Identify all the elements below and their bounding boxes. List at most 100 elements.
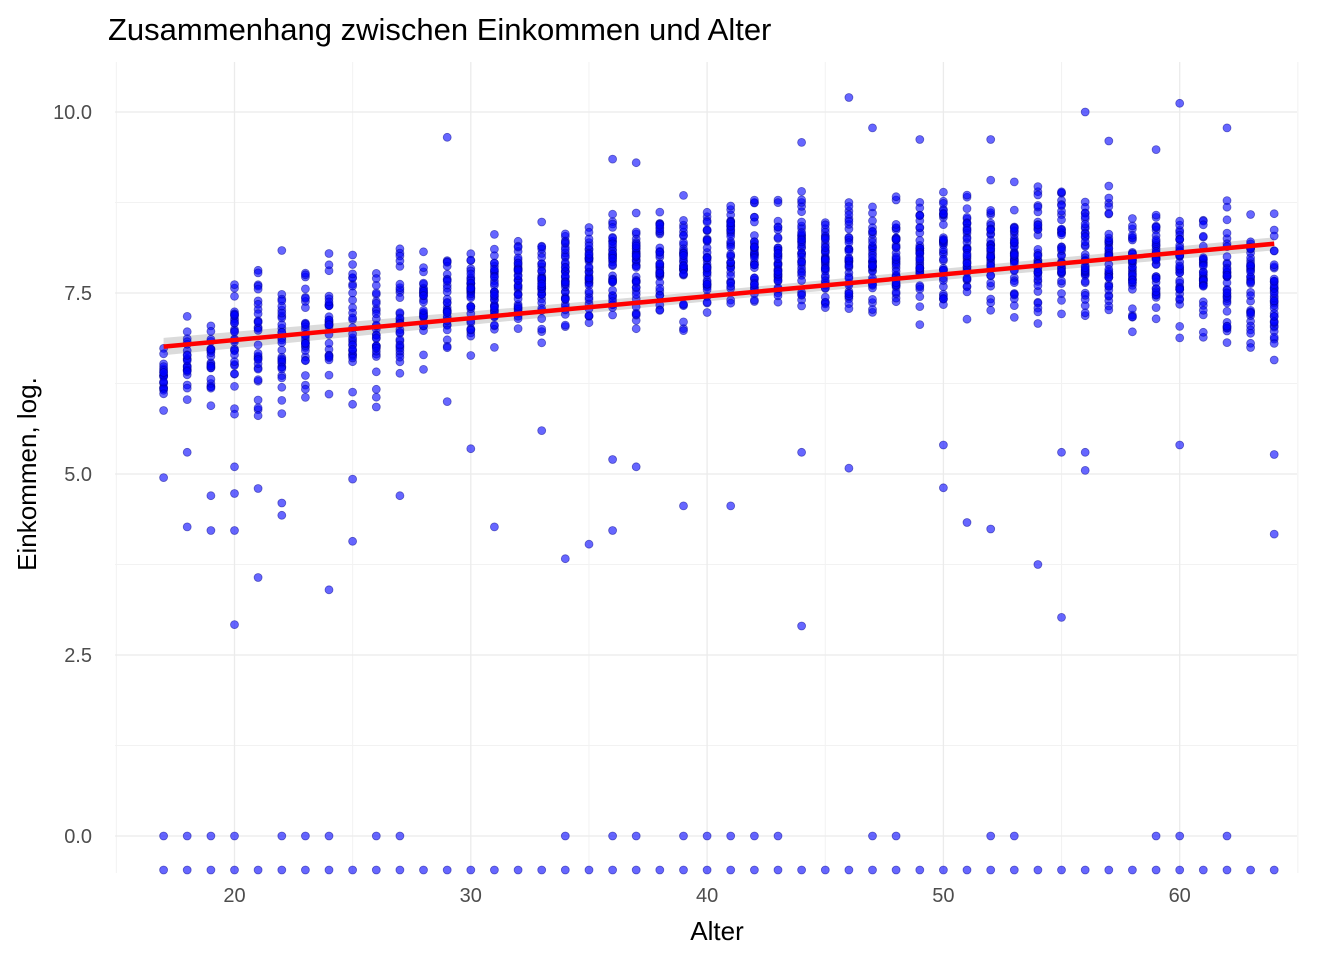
data-point <box>1246 328 1255 338</box>
data-point <box>631 250 641 260</box>
data-point <box>986 270 996 280</box>
data-point <box>560 245 570 255</box>
data-point <box>962 314 972 324</box>
data-point <box>820 233 830 243</box>
data-point <box>230 526 239 535</box>
data-point <box>206 491 216 501</box>
data-point <box>419 278 428 288</box>
major-gridlines <box>115 62 1297 873</box>
data-point <box>986 175 996 185</box>
data-point <box>939 865 948 875</box>
data-point <box>230 318 239 328</box>
data-point <box>371 392 381 402</box>
data-point <box>1151 210 1161 220</box>
data-point <box>277 382 287 392</box>
data-point <box>1080 263 1090 273</box>
data-point <box>868 305 877 314</box>
data-point <box>159 406 169 415</box>
data-point <box>300 384 310 394</box>
data-point <box>608 277 617 287</box>
data-point <box>1033 250 1043 260</box>
data-point <box>466 283 476 293</box>
data-point <box>300 284 310 294</box>
data-point <box>1080 865 1090 875</box>
data-point <box>1269 296 1279 306</box>
data-point <box>324 260 334 270</box>
data-point <box>1057 201 1066 210</box>
data-point <box>1033 202 1043 212</box>
data-point <box>702 253 712 263</box>
data-point <box>1033 560 1043 569</box>
data-point <box>939 234 948 244</box>
data-point <box>442 865 452 875</box>
data-point <box>1033 190 1043 200</box>
data-point <box>1033 865 1043 875</box>
data-point <box>797 276 806 286</box>
data-point <box>300 371 310 380</box>
data-point <box>962 865 972 875</box>
data-point <box>489 522 499 532</box>
data-point <box>206 865 216 875</box>
data-point <box>1009 831 1019 841</box>
data-point <box>159 831 169 841</box>
data-point <box>277 409 287 419</box>
data-point <box>797 865 806 875</box>
data-point <box>1198 231 1208 241</box>
data-point <box>868 237 877 247</box>
data-point <box>277 865 287 875</box>
data-point <box>891 266 901 276</box>
data-point <box>1198 327 1208 337</box>
data-point <box>962 518 972 527</box>
data-point <box>324 320 334 330</box>
data-points <box>159 93 1279 875</box>
x-tick-label: 30 <box>460 885 482 907</box>
data-point <box>844 202 854 211</box>
data-point <box>750 260 759 270</box>
data-point <box>915 223 925 232</box>
data-point <box>844 304 854 314</box>
data-point <box>395 831 405 841</box>
data-point <box>513 290 523 300</box>
data-point <box>253 375 263 385</box>
data-point <box>915 865 925 875</box>
data-point <box>182 831 192 841</box>
data-point <box>537 242 547 252</box>
data-point <box>679 326 688 336</box>
data-point <box>915 203 925 213</box>
data-point <box>1222 123 1232 133</box>
data-point <box>159 349 169 359</box>
data-point <box>891 219 901 229</box>
data-point <box>631 865 641 875</box>
data-point <box>584 249 594 259</box>
data-point <box>1175 294 1185 304</box>
data-point <box>820 303 830 313</box>
data-point <box>560 277 570 287</box>
data-point <box>679 190 688 200</box>
data-point <box>1175 831 1185 841</box>
data-point <box>419 291 428 301</box>
data-point <box>962 258 972 268</box>
data-point <box>631 462 641 472</box>
data-point <box>608 285 617 295</box>
data-point <box>750 831 759 841</box>
y-axis-title: Einkommen, log. <box>12 377 42 571</box>
data-point <box>773 865 783 875</box>
data-point <box>277 831 287 841</box>
data-point <box>702 217 712 227</box>
data-point <box>1269 260 1279 270</box>
data-point <box>1246 343 1255 352</box>
data-point <box>962 250 972 260</box>
data-point <box>773 248 783 258</box>
data-point <box>1175 284 1185 294</box>
data-point <box>513 301 523 311</box>
data-point <box>419 364 428 374</box>
data-point <box>939 198 948 208</box>
data-point <box>1198 220 1208 230</box>
data-point <box>655 259 665 269</box>
data-point <box>1057 244 1066 254</box>
data-point <box>868 202 877 212</box>
data-point <box>844 93 854 102</box>
data-point <box>537 338 547 348</box>
data-point <box>206 344 216 354</box>
data-point <box>395 327 405 337</box>
